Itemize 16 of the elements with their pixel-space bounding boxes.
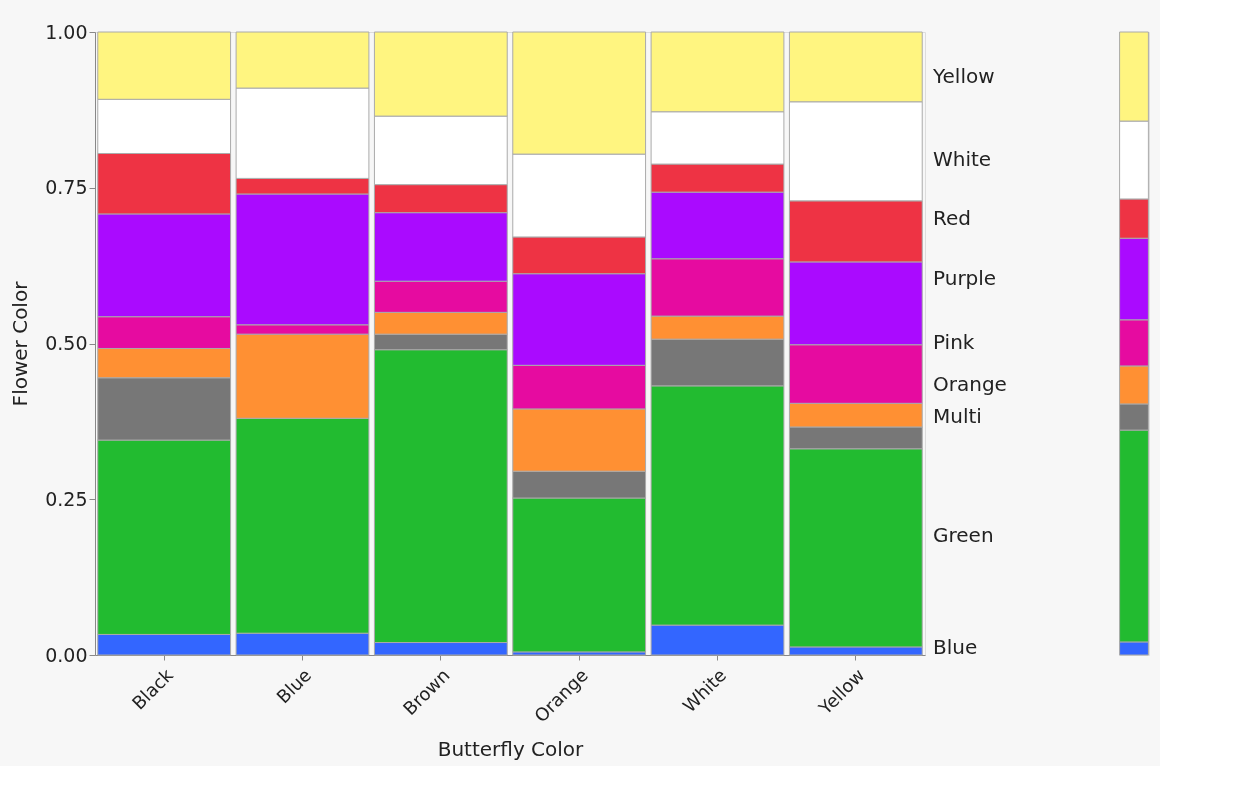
y-tick-label: 0.00 bbox=[45, 643, 88, 666]
series-label: Pink bbox=[933, 329, 975, 354]
series-label: Yellow bbox=[932, 63, 995, 88]
y-tick-label: 1.00 bbox=[45, 20, 88, 43]
y-tick-label: 0.50 bbox=[45, 332, 88, 354]
series-label: Purple bbox=[933, 266, 997, 291]
series-label: White bbox=[933, 147, 992, 172]
series-label: Multi bbox=[933, 404, 982, 429]
series-label: Blue bbox=[933, 635, 978, 660]
y-tick-label: 0.75 bbox=[45, 176, 88, 199]
series-label: Orange bbox=[933, 371, 1007, 396]
series-label: Green bbox=[933, 523, 994, 548]
y-tick-label: 0.25 bbox=[45, 487, 88, 510]
series-label: Red bbox=[933, 205, 971, 230]
y-axis-title: Flower Color bbox=[8, 280, 33, 407]
x-axis-title: Butterfly Color bbox=[437, 737, 585, 762]
